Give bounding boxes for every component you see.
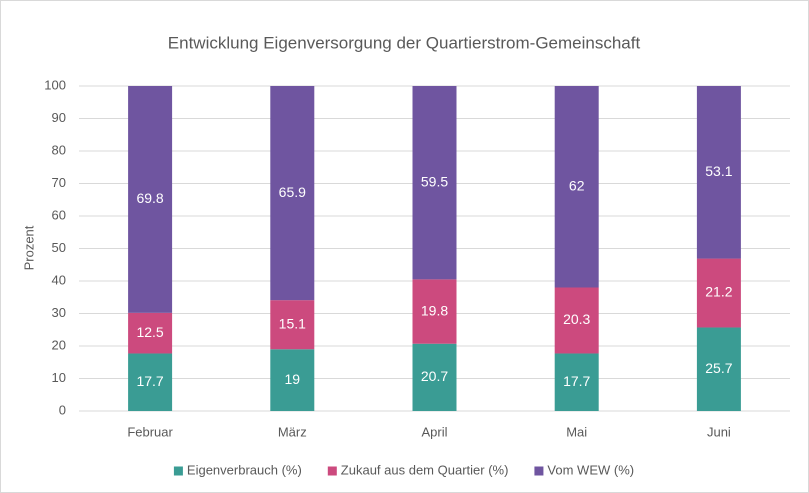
bar-segment [412, 343, 457, 411]
bar-segment [128, 353, 173, 411]
data-label: 17.7 [136, 373, 163, 389]
bar-segment [554, 86, 599, 288]
bar-segment [270, 86, 315, 301]
y-tick-label: 60 [52, 207, 66, 222]
y-tick-label: 80 [52, 142, 66, 157]
y-tick-label: 20 [52, 337, 66, 352]
chart-title: Entwicklung Eigenversorgung der Quartier… [168, 33, 641, 52]
data-label: 25.7 [705, 360, 732, 376]
data-label: 65.9 [279, 184, 306, 200]
y-tick-label: 0 [59, 402, 66, 417]
bar-segment [696, 258, 741, 328]
data-label: 12.5 [136, 324, 163, 340]
bar-segment [128, 86, 173, 313]
legend-label: Vom WEW (%) [547, 462, 634, 477]
legend-label: Eigenverbrauch (%) [187, 462, 302, 477]
data-label: 62 [569, 177, 585, 193]
data-label: 19 [285, 371, 301, 387]
data-label: 69.8 [136, 190, 163, 206]
x-tick-label: Juni [707, 424, 731, 439]
data-label: 19.8 [421, 302, 448, 318]
y-axis-label: Prozent [21, 225, 36, 270]
y-tick-label: 90 [52, 110, 66, 125]
y-tick-label: 50 [52, 240, 66, 255]
legend-label: Zukauf aus dem Quartier (%) [341, 462, 509, 477]
data-label: 21.2 [705, 284, 732, 300]
y-tick-label: 70 [52, 175, 66, 190]
x-tick-label: Februar [127, 424, 173, 439]
bar-segment [696, 327, 741, 411]
bar-segment [696, 86, 741, 259]
data-label: 20.7 [421, 368, 448, 384]
y-tick-label: 30 [52, 305, 66, 320]
legend-marker [173, 466, 183, 476]
bar-segment [412, 86, 457, 280]
legend-marker [327, 466, 337, 476]
data-label: 15.1 [279, 315, 306, 331]
legend-marker [534, 466, 544, 476]
data-label: 53.1 [705, 163, 732, 179]
bar-segment [412, 279, 457, 344]
y-tick-label: 100 [44, 77, 66, 92]
x-tick-label: März [278, 424, 307, 439]
bar-segment [270, 349, 315, 411]
data-label: 17.7 [563, 373, 590, 389]
bar-segment [128, 312, 173, 354]
x-tick-label: April [421, 424, 447, 439]
y-tick-label: 10 [52, 370, 66, 385]
x-tick-label: Mai [566, 424, 587, 439]
data-label: 20.3 [563, 311, 590, 327]
bar-segment [554, 287, 599, 354]
data-label: 59.5 [421, 173, 448, 189]
bar-segment [554, 353, 599, 411]
y-tick-label: 40 [52, 272, 66, 287]
bar-segment [270, 300, 315, 350]
